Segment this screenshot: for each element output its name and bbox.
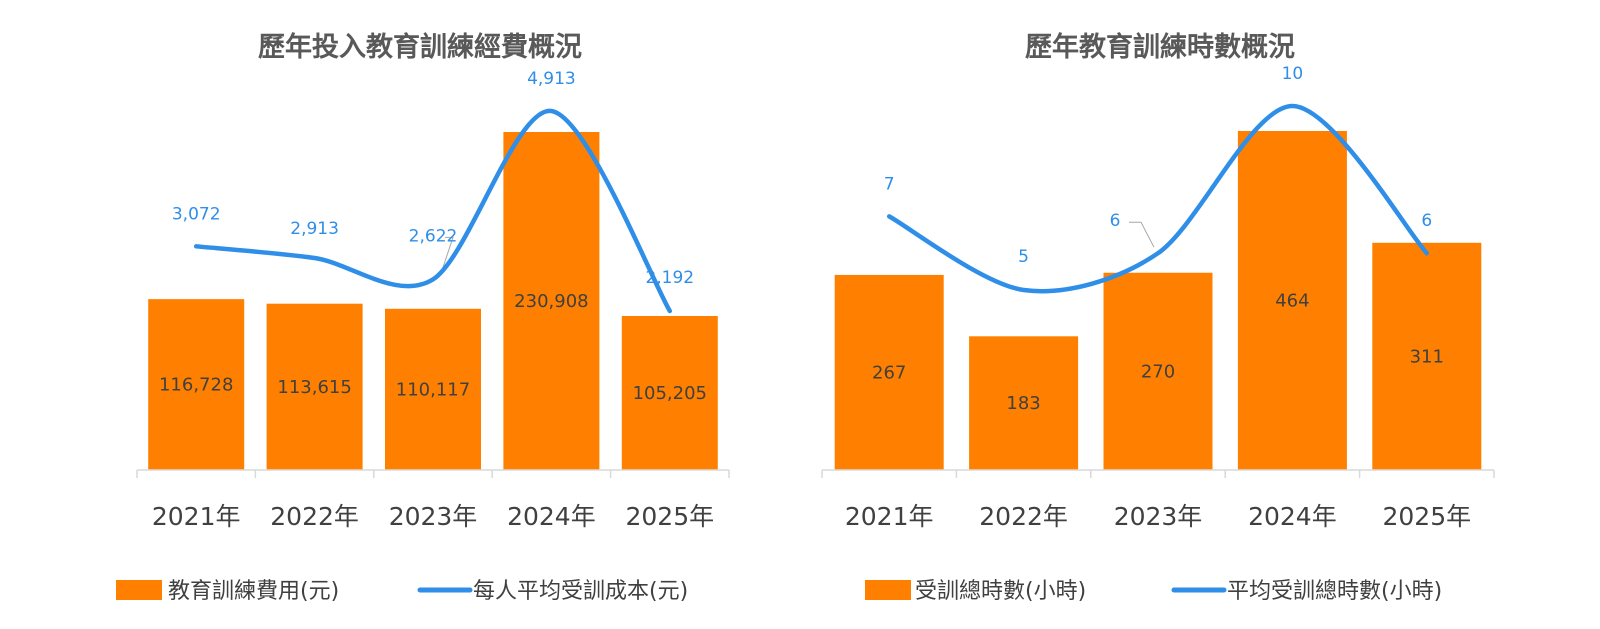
bar-2022年	[266, 303, 363, 470]
line-value-label: 2,913	[290, 219, 339, 239]
hours-leader-lines	[1129, 221, 1155, 248]
line-value-label: 6	[1421, 211, 1432, 231]
bar-value-label: 230,908	[514, 291, 588, 312]
category-label: 2023年	[1114, 502, 1203, 531]
budget-bar-labels: 116,728 113,615 110,117 230,908 105,205	[159, 291, 707, 404]
category-label: 2022年	[979, 502, 1068, 531]
category-label: 2025年	[1382, 502, 1471, 531]
bar-value-label: 105,205	[633, 383, 707, 404]
category-label: 2023年	[389, 502, 478, 531]
bar-value-label: 183	[1006, 393, 1040, 414]
category-label: 2021年	[845, 502, 934, 531]
hours-legend: 受訓總時數(小時) 平均受訓總時數(小時)	[865, 579, 1442, 604]
category-label: 2021年	[152, 502, 241, 531]
line-value-label: 5	[1018, 247, 1029, 267]
line-value-label: 4,913	[527, 69, 576, 89]
bar-2024年	[503, 132, 600, 470]
line-value-label: 3,072	[172, 204, 221, 224]
budget-leader-lines	[440, 236, 454, 274]
bar-2021年	[148, 299, 245, 470]
bar-value-label: 110,117	[396, 379, 470, 400]
bar-value-label: 464	[1275, 291, 1309, 312]
line-series-path	[886, 103, 1430, 294]
budget-x-axis	[136, 469, 730, 478]
bar-value-label: 311	[1410, 346, 1444, 367]
category-label: 2025年	[625, 502, 714, 531]
hours-line-labels: 7 5 6 10 6	[884, 64, 1432, 267]
hours-chart-title: 歷年教育訓練時數概況	[1025, 31, 1295, 63]
hours-category-labels: 2021年 2022年 2023年 2024年 2025年	[845, 502, 1471, 531]
bar-value-label: 116,728	[159, 375, 233, 396]
line-value-label: 6	[1110, 211, 1121, 231]
bar-value-label: 270	[1141, 361, 1175, 382]
hours-legend-bar-swatch	[865, 580, 911, 600]
hours-legend-bar-label: 受訓總時數(小時)	[915, 579, 1086, 604]
line-series-path	[193, 108, 673, 314]
budget-line-series	[193, 108, 673, 314]
bar-2022年	[969, 336, 1079, 470]
line-value-label: 10	[1282, 64, 1304, 84]
hours-bars	[834, 131, 1482, 470]
leader-line	[440, 236, 454, 274]
budget-line-labels: 3,072 2,913 2,622 4,913 2,192	[172, 69, 694, 288]
category-label: 2024年	[1248, 502, 1337, 531]
bar-2021年	[834, 274, 944, 470]
hours-bar-labels: 267 183 270 464 311	[872, 291, 1444, 415]
budget-category-labels: 2021年 2022年 2023年 2024年 2025年	[152, 502, 714, 531]
budget-legend: 教育訓練費用(元) 每人平均受訓成本(元)	[116, 579, 688, 604]
hours-line-series	[886, 103, 1430, 294]
bar-2025年	[1372, 242, 1482, 470]
line-value-label: 2,192	[645, 268, 694, 288]
budget-legend-bar-label: 教育訓練費用(元)	[168, 579, 339, 604]
bar-2024年	[1237, 131, 1347, 470]
category-label: 2022年	[270, 502, 359, 531]
line-value-label: 7	[884, 174, 895, 194]
line-value-label: 2,622	[409, 226, 458, 246]
budget-bars	[148, 132, 718, 470]
category-label: 2024年	[507, 502, 596, 531]
bar-2023年	[385, 308, 481, 470]
bar-value-label: 267	[872, 362, 906, 383]
bar-2025年	[621, 316, 718, 470]
leader-line	[1129, 221, 1155, 248]
hours-x-axis	[821, 469, 1495, 478]
budget-chart-title: 歷年投入教育訓練經費概況	[258, 31, 582, 63]
budget-legend-line-label: 每人平均受訓成本(元)	[473, 579, 688, 604]
bar-value-label: 113,615	[277, 377, 351, 398]
bar-2023年	[1103, 272, 1213, 470]
budget-chart: 歷年投入教育訓練經費概況 116,728 113,615 110,117 230,90…	[116, 31, 730, 604]
hours-legend-line-label: 平均受訓總時數(小時)	[1227, 579, 1442, 604]
budget-legend-bar-swatch	[116, 580, 162, 600]
